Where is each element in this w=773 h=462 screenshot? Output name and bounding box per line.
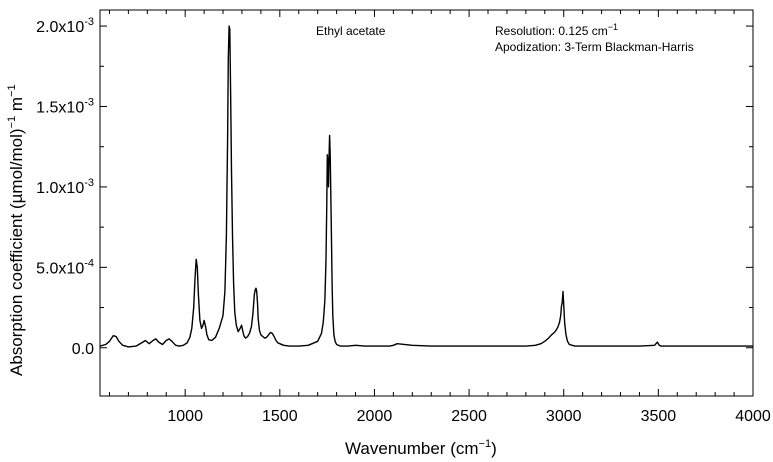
- resolution-annotation: Resolution: 0.125 cm−1: [495, 22, 618, 38]
- tick-marks: [100, 10, 754, 396]
- x-axis-title: Wavenumber (cm−1): [345, 438, 497, 458]
- y-axis-title: Absorption coefficient (µmol/mol)−1 m−1: [6, 84, 26, 376]
- x-tick-label: 2500: [451, 408, 487, 425]
- chart-title: Ethyl acetate: [316, 24, 386, 38]
- y-tick-label: 5.0x10-4: [36, 257, 94, 277]
- x-tick-labels: 1000 1500 2000 2500 3000 3500 4000: [167, 408, 771, 425]
- y-tick-label: 2.0x10-3: [36, 16, 94, 36]
- y-tick-label: 0.0: [72, 341, 94, 358]
- x-tick-label: 1000: [167, 408, 203, 425]
- x-tick-label: 4000: [735, 408, 771, 425]
- x-tick-label: 3000: [546, 408, 582, 425]
- spectrum-series-line: [99, 25, 753, 348]
- apodization-annotation: Apodization: 3-Term Blackman-Harris: [495, 40, 694, 54]
- x-tick-label: 3500: [641, 408, 677, 425]
- y-tick-label: 1.0x10-3: [36, 177, 94, 197]
- plot-frame: [99, 9, 754, 397]
- y-tick-label: 1.5x10-3: [36, 97, 94, 117]
- x-tick-label: 1500: [262, 408, 298, 425]
- x-tick-label: 2000: [357, 408, 393, 425]
- y-tick-labels: 0.0 5.0x10-4 1.0x10-3 1.5x10-3 2.0x10-3: [36, 16, 94, 358]
